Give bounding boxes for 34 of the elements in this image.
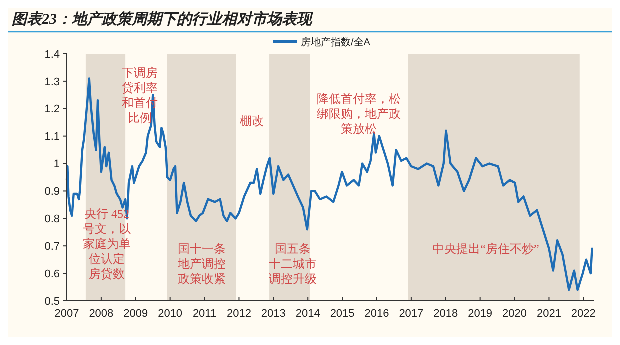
y-tick-label: 1.4 [44, 48, 60, 61]
x-tick-label: 2020 [502, 308, 528, 320]
y-tick-label: 1.2 [44, 104, 60, 116]
x-tick-label: 2014 [296, 308, 320, 320]
annotation: 降低首付率，松绑限购，地产政策放松 [317, 92, 401, 136]
y-tick-label: 1 [54, 158, 60, 171]
y-tick-label: 0.8 [44, 214, 60, 226]
x-tick-label: 2009 [124, 308, 148, 320]
x-tick-label: 2016 [364, 308, 390, 320]
legend-label: 房地产指数/全A [301, 36, 371, 48]
y-tick-label: 0.6 [44, 268, 60, 280]
annotation: 棚改 [240, 114, 264, 128]
y-tick-label: 1.1 [44, 131, 60, 144]
x-tick-label: 2022 [571, 308, 596, 320]
x-tick-label: 2021 [536, 308, 562, 320]
annotation: 国五条十二城市调控升级 [269, 242, 317, 286]
chart-title: 图表23：地产政策周期下的行业相对市场表现 [12, 10, 314, 28]
x-tick-label: 2007 [54, 308, 80, 320]
x-tick-label: 2012 [226, 308, 252, 320]
x-tick-label: 2008 [89, 308, 114, 320]
annotation: 国十一条地产调控政策收紧 [177, 242, 226, 286]
x-tick-label: 2011 [192, 308, 217, 320]
line-series [66, 78, 594, 292]
y-tick-label: 0.5 [44, 296, 60, 308]
x-tick-label: 2010 [158, 308, 183, 320]
x-tick-label: 2019 [468, 308, 493, 320]
annotation: 中央提出“房住不炒” [432, 242, 540, 256]
x-tick-label: 2015 [330, 308, 355, 320]
x-tick-label: 2013 [261, 308, 286, 320]
x-tick-label: 2017 [399, 308, 424, 320]
y-tick-label: 1.3 [44, 76, 60, 88]
y-tick-label: 0.9 [44, 186, 60, 198]
x-tick-label: 2018 [434, 308, 458, 320]
y-tick-label: 0.7 [44, 240, 60, 253]
